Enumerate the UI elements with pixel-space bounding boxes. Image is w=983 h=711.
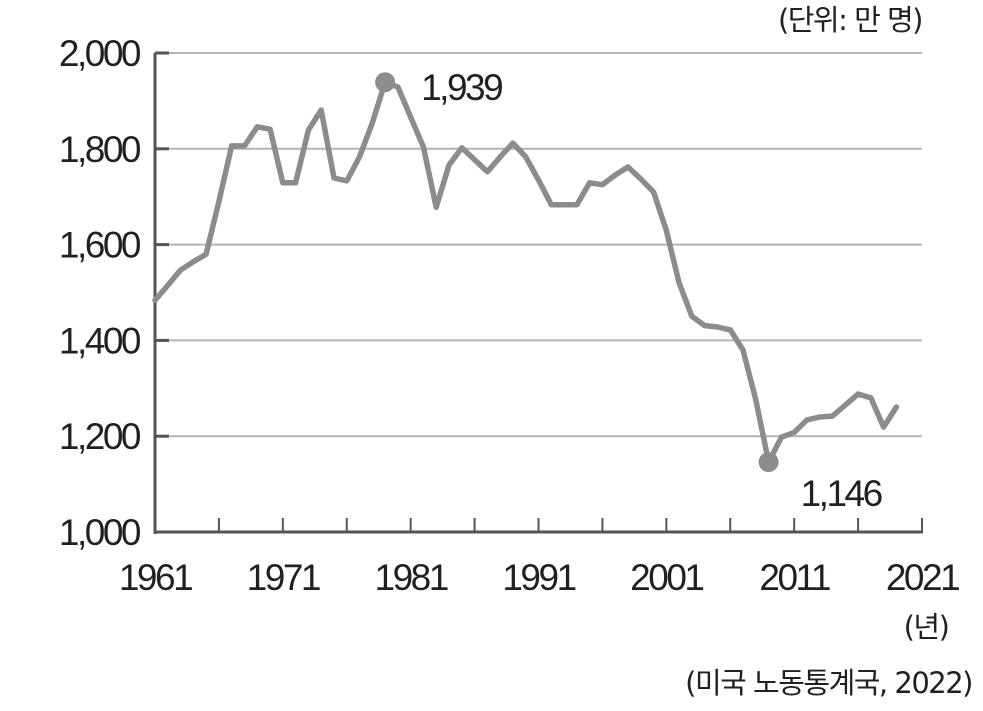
y-tick-label: 1,200 bbox=[59, 416, 141, 457]
annotation-label: 1,939 bbox=[421, 67, 502, 108]
annotation-marker bbox=[375, 72, 396, 93]
x-tick-label: 2011 bbox=[759, 557, 829, 598]
annotation-marker bbox=[758, 452, 779, 473]
y-tick-label: 1,400 bbox=[59, 320, 141, 361]
data-line bbox=[152, 79, 900, 465]
y-tick-label: 1,600 bbox=[59, 225, 141, 266]
gridlines bbox=[155, 52, 922, 438]
x-tick-label: 2021 bbox=[886, 557, 959, 598]
x-tick-labels: 1961 1971 1981 1991 2001 2011 2021 bbox=[119, 557, 962, 598]
y-tick-labels: 1,000 1,200 1,400 1,600 1,800 2,000 bbox=[59, 33, 144, 553]
y-tick-label: 1,000 bbox=[59, 512, 141, 553]
source-label: (미국 노동통계국, 2022) bbox=[685, 666, 972, 700]
annotations: 1,939 1,146 bbox=[375, 67, 884, 514]
x-tick-label: 1991 bbox=[502, 557, 575, 598]
x-tick-label: 1981 bbox=[375, 557, 448, 598]
x-tick-label: 1971 bbox=[247, 557, 320, 598]
unit-label: (단위: 만 명) bbox=[778, 3, 922, 37]
x-unit-label: (년) bbox=[904, 610, 949, 644]
x-tick-label: 1961 bbox=[119, 557, 192, 598]
annotation-label: 1,146 bbox=[801, 473, 882, 514]
series-line bbox=[152, 79, 900, 465]
y-tick-label: 2,000 bbox=[59, 33, 141, 74]
x-tick-label: 2001 bbox=[630, 557, 703, 598]
axes bbox=[153, 51, 923, 534]
y-tick-label: 1,800 bbox=[59, 129, 141, 170]
